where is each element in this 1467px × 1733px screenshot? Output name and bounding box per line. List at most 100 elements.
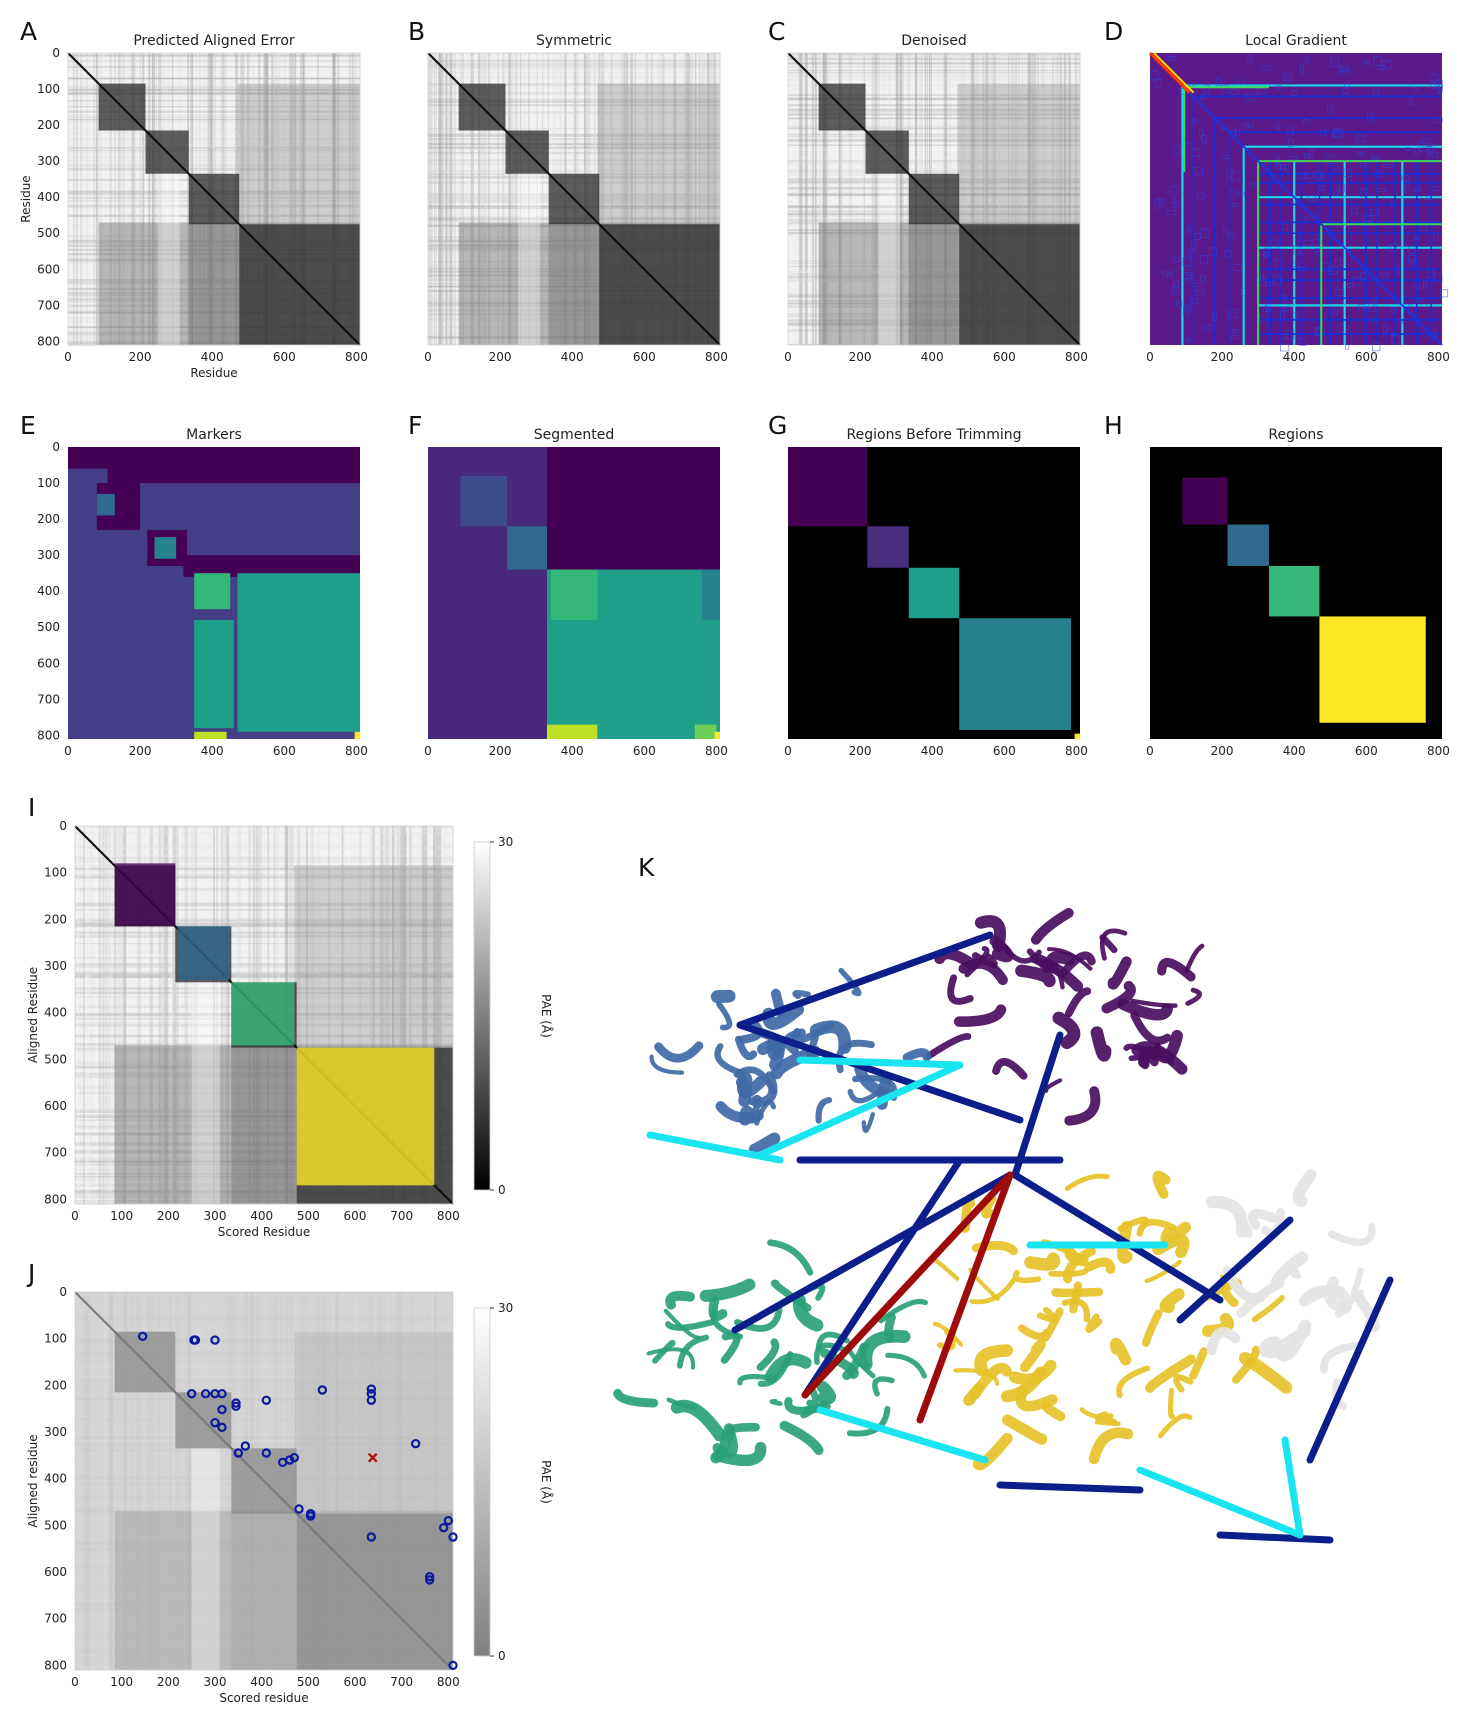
panel-letter: D <box>1104 17 1123 46</box>
y-tick-label: 600 <box>37 656 60 670</box>
panel-title: Denoised <box>901 33 967 49</box>
scatter-point <box>366 1532 377 1542</box>
x-tick-label: 600 <box>344 1209 367 1223</box>
y-tick-label: 200 <box>44 1378 67 1392</box>
crosslink <box>1011 1171 1224 1304</box>
scatter-point <box>186 1389 197 1399</box>
panel-letter: K <box>638 853 655 882</box>
panel-letter: E <box>20 411 36 440</box>
scatter-point <box>217 1389 227 1399</box>
scatter-point <box>294 1504 304 1514</box>
y-tick-label: 400 <box>37 190 60 204</box>
crosslink <box>731 1171 1014 1334</box>
scatter-point <box>210 1335 220 1345</box>
x-tick-label: 200 <box>157 1675 180 1689</box>
x-tick-label: 100 <box>110 1675 133 1689</box>
x-tick-label: 800 <box>437 1675 460 1689</box>
x-tick-label: 100 <box>110 1209 133 1223</box>
scatter-point <box>424 1571 435 1582</box>
x-tick-label: 200 <box>157 1209 180 1223</box>
colorbar-tick-label: 30 <box>498 835 513 849</box>
segment-region <box>237 573 360 732</box>
x-tick-label: 500 <box>297 1209 320 1223</box>
x-axis-label: Scored Residue <box>218 1225 310 1239</box>
x-tick-label: 0 <box>424 350 432 364</box>
y-tick-label: 200 <box>44 912 67 926</box>
panel-title: Segmented <box>534 427 615 443</box>
scatter-point <box>240 1441 251 1451</box>
x-tick-label: 400 <box>201 350 224 364</box>
scatter-point <box>289 1452 300 1463</box>
crosslink <box>801 1171 1014 1399</box>
x-tick-label: 600 <box>1355 350 1378 364</box>
x-tick-label: 200 <box>129 350 152 364</box>
domain-yellow <box>932 1170 1293 1471</box>
crosslink <box>1281 1436 1304 1539</box>
panel-letter: A <box>20 17 37 46</box>
y-tick-label: 700 <box>37 692 60 706</box>
crosslink <box>816 1406 989 1464</box>
x-tick-label: 400 <box>201 744 224 758</box>
scatter-point <box>424 1575 435 1585</box>
y-tick-label: 500 <box>44 1052 67 1066</box>
crosslink <box>1216 1531 1334 1544</box>
x-tick-label: 400 <box>1283 744 1306 758</box>
crosslink <box>1011 1031 1064 1179</box>
y-tick-label: 100 <box>37 476 60 490</box>
region-overlay <box>177 926 229 980</box>
x-tick-label: 400 <box>561 744 584 758</box>
x-tick-label: 0 <box>71 1675 79 1689</box>
x-tick-label: 200 <box>1211 744 1234 758</box>
segment-region <box>154 537 177 559</box>
crosslink <box>796 1056 964 1069</box>
x-tick-label: 200 <box>489 744 512 758</box>
domain-green <box>613 1239 928 1467</box>
x-tick-label: 400 <box>1283 350 1306 364</box>
y-tick-label: 600 <box>44 1565 67 1579</box>
domain-purple <box>925 907 1205 1126</box>
segment-region <box>1227 524 1269 566</box>
scatter-point <box>217 1422 227 1433</box>
y-tick-label: 300 <box>37 548 60 562</box>
y-tick-label: 700 <box>37 298 60 312</box>
panel-title: Regions Before Trimming <box>847 427 1022 443</box>
x-tick-label: 400 <box>921 350 944 364</box>
domain-blue <box>649 967 932 1156</box>
x-tick-label: 600 <box>273 744 296 758</box>
segment-region <box>867 526 909 568</box>
y-tick-label: 400 <box>37 584 60 598</box>
x-tick-label: 0 <box>424 744 432 758</box>
y-tick-label: 800 <box>44 1192 67 1206</box>
segment-region <box>96 493 115 516</box>
y-tick-label: 400 <box>44 1006 67 1020</box>
y-tick-label: 800 <box>37 334 60 348</box>
y-axis-label: Aligned residue <box>26 1434 40 1527</box>
colorbar <box>473 1307 491 1657</box>
crosslink <box>646 1131 784 1164</box>
segment-region <box>107 447 360 484</box>
heatmap-E <box>68 447 360 739</box>
x-tick-label: 600 <box>273 350 296 364</box>
y-tick-label: 300 <box>44 1425 67 1439</box>
y-tick-label: 300 <box>44 959 67 973</box>
scatter-point <box>231 1401 241 1412</box>
x-tick-label: 800 <box>345 350 368 364</box>
segment-region <box>714 731 720 739</box>
crosslink <box>1306 1276 1394 1464</box>
y-tick-label: 0 <box>59 819 67 833</box>
x-axis-label: Residue <box>190 366 237 380</box>
x-tick-label: 200 <box>129 744 152 758</box>
panel-letter: G <box>768 411 787 440</box>
scatter-point <box>261 1395 272 1405</box>
segment-region <box>550 569 598 621</box>
segment-region <box>908 567 960 619</box>
x-tick-label: 0 <box>784 350 792 364</box>
x-tick-label: 800 <box>705 350 728 364</box>
y-tick-label: 400 <box>44 1472 67 1486</box>
heatmap-B <box>427 52 721 346</box>
colorbar-tick-label: 0 <box>498 1183 506 1197</box>
x-tick-label: 600 <box>344 1675 367 1689</box>
colorbar-tick-label: 30 <box>498 1301 513 1315</box>
x-tick-label: 600 <box>1355 744 1378 758</box>
